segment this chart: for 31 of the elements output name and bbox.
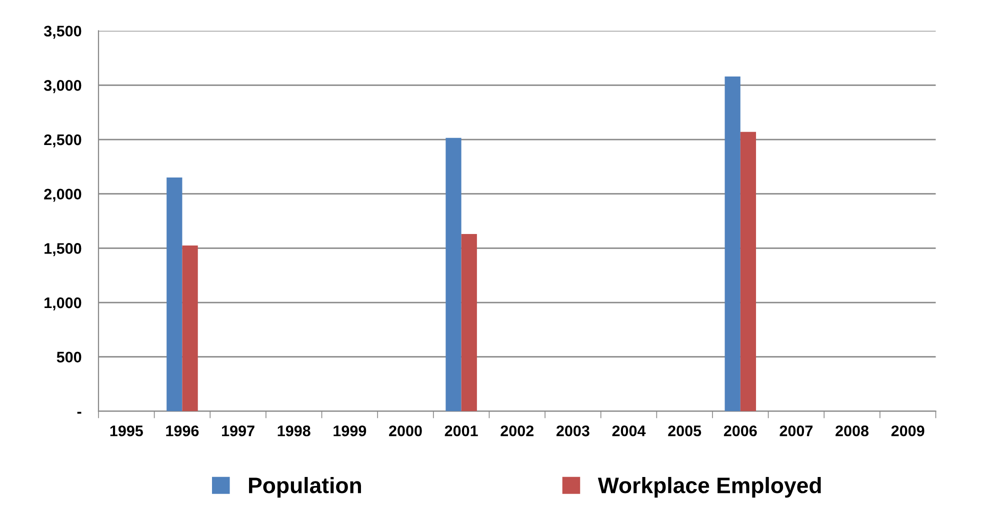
y-tick-label: 1,000 [44, 297, 82, 310]
x-tick-label: 1997 [222, 425, 254, 436]
y-tick-label: - [77, 412, 82, 414]
bar [446, 138, 462, 412]
bar [182, 245, 198, 412]
x-tick-label: 2001 [444, 425, 478, 436]
bar [740, 132, 756, 412]
x-tick-label: 2003 [556, 425, 590, 436]
x-tick-label: 2000 [389, 425, 422, 436]
legend-label: Workplace Employed [598, 476, 821, 498]
x-tick-label: 2009 [891, 425, 924, 436]
y-tick-label: 1,500 [44, 243, 82, 256]
x-tick-label: 2004 [612, 425, 646, 436]
bar [461, 234, 477, 412]
x-tick-label: 2005 [668, 425, 702, 436]
x-tick-label: 2008 [836, 425, 869, 436]
y-tick-label: 2,500 [44, 134, 82, 148]
bar [166, 178, 182, 412]
legend-label: Population [249, 476, 361, 498]
x-tick-label: 2007 [780, 425, 813, 436]
x-tick-label: 2002 [500, 425, 534, 436]
bar [724, 76, 740, 412]
y-tick-label: 3,000 [44, 80, 82, 94]
x-tick-label: 2006 [724, 425, 757, 436]
y-tick-label: 2,000 [44, 188, 82, 202]
x-tick-label: 1999 [334, 425, 366, 436]
y-tick-label: 500 [56, 352, 82, 363]
y-tick-label: 3,500 [44, 26, 82, 39]
x-tick-label: 1996 [166, 425, 199, 436]
x-tick-label: 1998 [278, 425, 310, 436]
x-tick-label: 1995 [110, 425, 143, 436]
